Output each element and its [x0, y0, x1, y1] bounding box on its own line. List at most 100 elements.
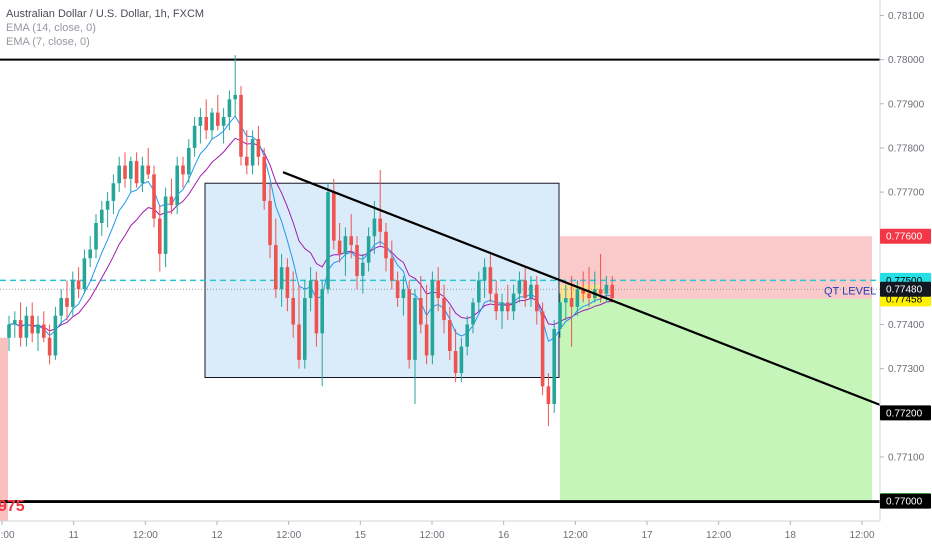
x-tick-label: 12:00 — [133, 530, 158, 541]
price-tag-label: 0.77480 — [886, 285, 923, 296]
candle-body — [303, 298, 307, 360]
candle-body — [546, 386, 551, 404]
candle-body — [163, 196, 168, 254]
candle-body — [146, 165, 150, 175]
candle-body — [227, 99, 232, 118]
candle-body — [169, 196, 174, 206]
candle-body — [598, 289, 603, 294]
candle-body — [245, 156, 249, 166]
candle-body — [604, 284, 609, 294]
y-tick-label: 0.77100 — [888, 452, 925, 463]
candle-body — [233, 94, 237, 100]
candle-body — [285, 267, 290, 299]
candle-body — [158, 218, 162, 254]
left-price-fragment: 975 — [0, 498, 25, 515]
candle-body — [395, 280, 400, 299]
candle-body — [494, 293, 498, 312]
candle-body — [477, 280, 481, 303]
candle-body — [59, 298, 63, 316]
candle-body — [308, 280, 313, 299]
candle-body — [7, 324, 11, 338]
candle-body — [459, 346, 464, 374]
x-tick-label: 11 — [68, 530, 79, 541]
candle-body — [436, 280, 440, 299]
candle-body — [279, 267, 284, 290]
candle-body — [506, 302, 510, 312]
candle-body — [355, 245, 359, 276]
candle-body — [361, 262, 365, 276]
candle-body — [424, 324, 429, 356]
candle-body — [390, 258, 394, 281]
x-tick-label: 12:00 — [0, 530, 15, 541]
x-tick-label: 18 — [785, 530, 797, 541]
candle-body — [482, 267, 487, 281]
candle-body — [500, 302, 504, 312]
candle-body — [134, 161, 139, 184]
candle-body — [471, 302, 475, 325]
candle-body — [100, 209, 104, 223]
candle-body — [192, 125, 197, 148]
price-tag-4: 0.77200 — [880, 405, 931, 421]
candle-body — [343, 236, 348, 254]
candle-body — [65, 298, 69, 307]
candle-body — [430, 280, 435, 356]
candle-body — [216, 112, 220, 126]
candle-body — [198, 117, 203, 126]
price-tag-label: 0.77500 — [886, 276, 923, 287]
candle-body — [529, 284, 533, 299]
y-tick-label: 0.78000 — [888, 55, 925, 66]
candle-body — [152, 174, 156, 219]
price-tag-bg — [880, 493, 931, 509]
x-tick-label: 16 — [498, 530, 510, 541]
candle-body — [274, 245, 278, 290]
price-tag-label: 0.77600 — [886, 232, 923, 243]
candle-body — [384, 231, 388, 259]
take-profit-zone — [560, 298, 872, 501]
price-tag-0: 0.77600 — [880, 228, 931, 244]
candle-body — [117, 165, 121, 184]
candle-body — [453, 351, 458, 374]
candle-body — [378, 218, 382, 232]
candle-body — [291, 298, 295, 325]
candle-body — [47, 337, 52, 356]
price-tag-label: 0.77200 — [886, 408, 923, 419]
y-tick-label: 0.77400 — [888, 320, 925, 331]
y-tick-label: 0.77800 — [888, 143, 925, 154]
x-tick-label: 12:00 — [563, 530, 588, 541]
candle-body — [204, 117, 208, 131]
price-tag-label: 0.77000 — [886, 497, 923, 508]
candle-body — [221, 117, 226, 126]
candle-body — [88, 249, 92, 259]
legend-title: Australian Dollar / U.S. Dollar, 1h, FXC… — [6, 8, 205, 20]
price-tag-label: 0.77458 — [886, 294, 923, 305]
candle-body — [610, 284, 614, 299]
candle-body — [140, 165, 145, 184]
candle-body — [523, 280, 527, 299]
candle-body — [581, 289, 585, 294]
x-tick-label: 17 — [641, 530, 653, 541]
candle-body — [123, 165, 127, 179]
candle-body — [587, 293, 591, 299]
candle-body — [569, 298, 574, 307]
candle-body — [181, 165, 185, 175]
candle-body — [314, 280, 319, 334]
candle-body — [535, 284, 539, 312]
candle-body — [111, 183, 116, 201]
candle-body — [250, 139, 255, 166]
x-tick-label: 12:00 — [276, 530, 301, 541]
candle-body — [239, 94, 243, 157]
price-tag-bg — [880, 228, 931, 244]
x-tick-label: 12:00 — [706, 530, 731, 541]
candle-body — [129, 161, 133, 179]
candle-body — [42, 324, 46, 338]
x-tick-label: 12 — [211, 530, 223, 541]
candle-body — [76, 280, 81, 290]
candle-body — [540, 311, 545, 387]
chart-legend: Australian Dollar / U.S. Dollar, 1h, FXC… — [6, 7, 204, 49]
x-tick-label: 12:00 — [419, 530, 444, 541]
x-tick-label: 15 — [355, 530, 367, 541]
candle-body — [175, 165, 179, 206]
candle-body — [36, 324, 40, 334]
y-tick-label: 0.77300 — [888, 364, 925, 375]
